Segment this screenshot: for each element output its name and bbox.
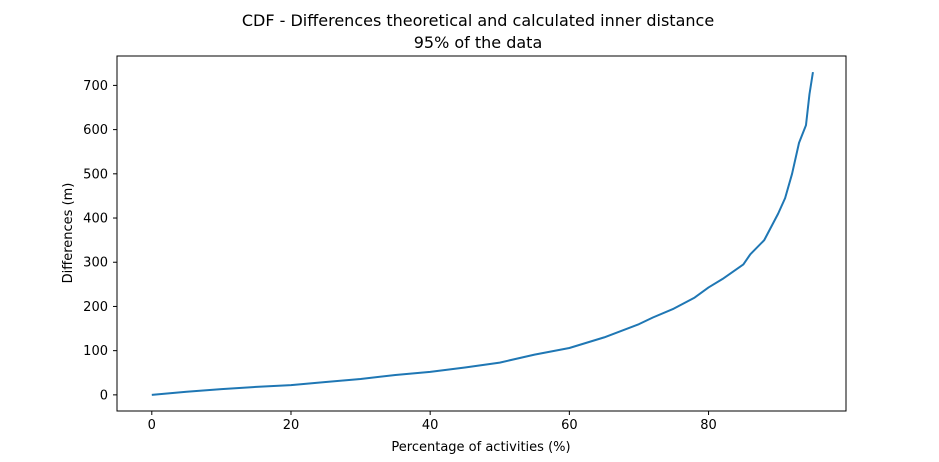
y-axis-label: Differences (m) — [61, 183, 76, 284]
x-axis-label: Percentage of activities (%) — [391, 440, 570, 455]
plot-frame — [116, 55, 847, 412]
x-tick-label: 0 — [148, 418, 156, 433]
chart-subtitle: 95% of the data — [414, 33, 543, 52]
plot-area — [117, 56, 846, 411]
y-tick-label: 300 — [83, 256, 108, 271]
y-tick-label: 700 — [83, 79, 108, 94]
y-tick-label: 500 — [83, 167, 108, 182]
x-tick-label: 20 — [283, 418, 300, 433]
y-tick-label: 400 — [83, 212, 108, 227]
x-tick-label: 60 — [561, 418, 578, 433]
y-tick-label: 200 — [83, 300, 108, 315]
y-axis-ticks: 0 100 200 300 400 500 600 700 — [83, 79, 117, 403]
chart-title: CDF - Differences theoretical and calcul… — [242, 11, 714, 30]
y-tick-label: 600 — [83, 123, 108, 138]
x-tick-label: 80 — [700, 418, 717, 433]
y-tick-label: 100 — [83, 344, 108, 359]
x-tick-label: 40 — [422, 418, 439, 433]
y-tick-label: 0 — [100, 388, 108, 403]
x-axis-ticks: 0 20 40 60 80 — [148, 411, 717, 433]
series-line — [151, 71, 814, 396]
